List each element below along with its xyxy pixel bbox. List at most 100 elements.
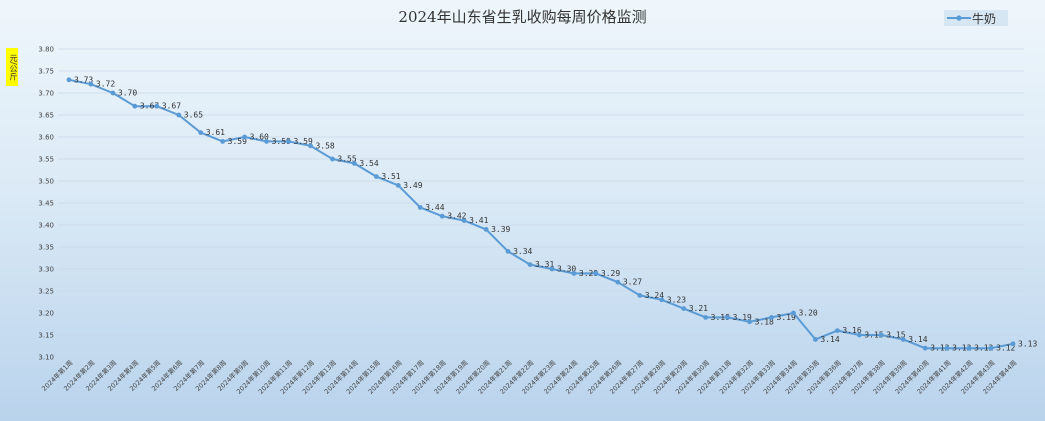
data-point <box>395 183 401 188</box>
data-point <box>110 90 116 96</box>
legend-line-marker-icon <box>947 15 971 21</box>
data-point <box>725 315 731 320</box>
data-point <box>505 249 511 254</box>
data-point <box>615 279 621 285</box>
data-label: 3.15 <box>864 331 883 340</box>
data-point <box>220 139 226 144</box>
data-label: 3.65 <box>184 111 203 120</box>
y-tick-label: 3.60 <box>38 134 54 142</box>
y-tick-label: 3.15 <box>38 332 54 340</box>
data-label: 3.12 <box>974 344 993 353</box>
data-point <box>373 174 379 180</box>
data-label: 3.39 <box>491 225 510 234</box>
data-point <box>549 266 555 272</box>
data-point <box>527 262 533 267</box>
data-label: 3.58 <box>315 141 334 150</box>
data-point <box>417 205 423 210</box>
y-tick-label: 3.20 <box>38 310 54 318</box>
data-label: 3.59 <box>294 137 313 146</box>
data-label: 3.12 <box>952 344 971 353</box>
legend: 牛奶 <box>944 10 1008 26</box>
data-point <box>242 134 248 140</box>
y-tick-label: 3.25 <box>38 288 54 296</box>
data-point <box>439 213 445 219</box>
data-point <box>571 271 577 276</box>
data-point <box>461 218 467 224</box>
data-point <box>856 332 862 338</box>
data-point <box>637 293 643 298</box>
data-point <box>791 310 796 316</box>
data-label: 3.31 <box>535 260 554 269</box>
data-label: 3.51 <box>381 172 400 181</box>
data-label: 3.59 <box>228 137 247 146</box>
data-label: 3.44 <box>425 203 444 212</box>
data-label: 3.54 <box>359 159 378 168</box>
data-point <box>988 345 994 351</box>
data-label: 3.19 <box>733 313 752 322</box>
data-label: 3.19 <box>711 313 730 322</box>
data-point <box>66 77 72 83</box>
data-point <box>659 297 665 303</box>
y-tick-label: 3.55 <box>38 156 54 164</box>
data-label: 3.29 <box>601 269 620 278</box>
data-label: 3.20 <box>798 309 817 318</box>
data-label: 3.49 <box>403 181 422 190</box>
legend-label: 牛奶 <box>972 11 997 26</box>
y-tick-label: 3.45 <box>38 200 54 208</box>
data-label: 3.14 <box>820 335 839 344</box>
data-point <box>703 315 709 320</box>
data-label: 3.29 <box>579 269 598 278</box>
data-point <box>769 315 774 320</box>
data-point <box>878 332 884 338</box>
data-label: 3.61 <box>206 128 225 137</box>
data-point <box>308 143 313 149</box>
data-point <box>286 139 291 144</box>
data-point <box>483 227 489 232</box>
data-point <box>351 161 357 166</box>
data-point <box>330 156 335 162</box>
data-label: 3.12 <box>930 344 949 353</box>
y-axis-unit-label: 元/公斤 <box>6 48 18 86</box>
data-point <box>944 345 950 351</box>
data-label: 3.12 <box>996 344 1015 353</box>
data-point <box>922 345 928 351</box>
data-label: 3.60 <box>250 133 269 142</box>
data-point <box>88 81 94 87</box>
y-tick-label: 3.10 <box>38 354 54 362</box>
data-label: 3.21 <box>689 304 708 313</box>
data-label: 3.59 <box>272 137 291 146</box>
series-line <box>68 78 1014 350</box>
data-label: 3.41 <box>469 216 488 225</box>
data-label: 3.30 <box>557 265 576 274</box>
data-point <box>154 103 160 109</box>
data-point <box>264 139 269 144</box>
data-label: 3.70 <box>118 89 137 98</box>
y-tick-label: 3.50 <box>38 178 54 186</box>
data-label: 3.55 <box>337 155 356 164</box>
data-point <box>176 112 182 118</box>
data-label: 3.18 <box>755 317 774 326</box>
data-point <box>900 337 906 342</box>
data-point <box>198 130 204 136</box>
y-tick-label: 3.75 <box>38 68 54 76</box>
data-label: 3.23 <box>667 295 686 304</box>
data-point <box>681 306 687 311</box>
y-tick-label: 3.70 <box>38 90 54 98</box>
y-tick-label: 3.35 <box>38 244 54 252</box>
data-label: 3.42 <box>447 212 466 221</box>
data-label: 3.24 <box>645 291 664 300</box>
y-tick-label: 3.40 <box>38 222 54 230</box>
data-point <box>834 328 840 333</box>
data-point <box>966 345 972 351</box>
data-label: 3.16 <box>842 326 861 335</box>
data-label: 3.14 <box>908 335 927 344</box>
data-point <box>1010 341 1016 347</box>
y-tick-label: 3.30 <box>38 266 54 274</box>
data-label: 3.19 <box>777 313 796 322</box>
y-tick-label: 3.65 <box>38 112 54 120</box>
data-label: 3.13 <box>1018 339 1037 348</box>
data-label: 3.34 <box>513 247 532 256</box>
data-label: 3.67 <box>140 102 159 111</box>
